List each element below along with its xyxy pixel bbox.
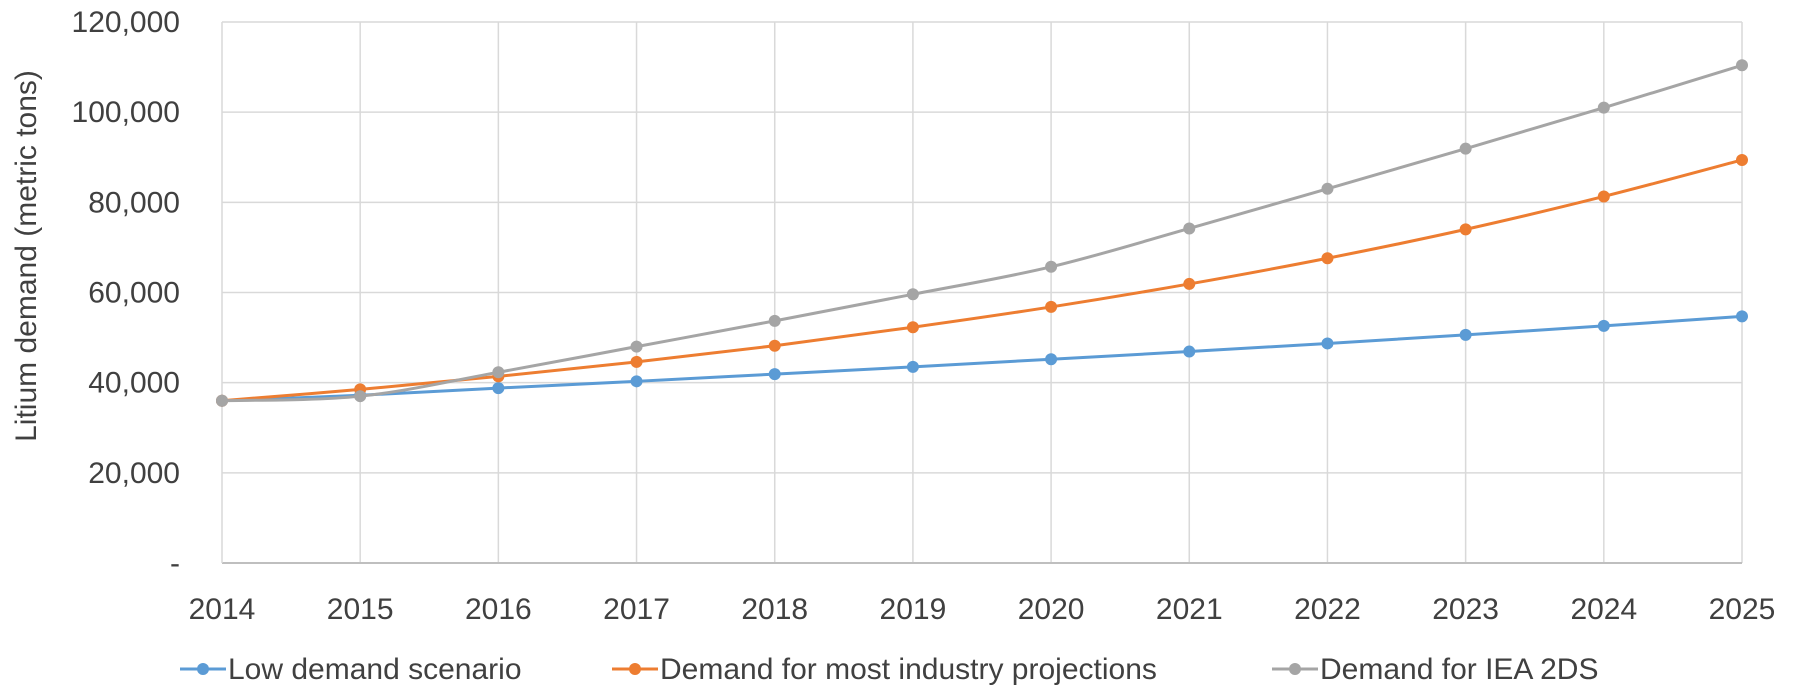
- legend-marker: [629, 663, 641, 675]
- legend-entry: Demand for IEA 2DS: [1272, 653, 1598, 686]
- x-tick-label: 2022: [1294, 593, 1361, 626]
- y-tick-label: 100,000: [72, 96, 180, 129]
- x-tick-label: 2014: [189, 593, 256, 626]
- y-axis-title: Litium demand (metric tons): [10, 70, 43, 442]
- x-tick-label: 2020: [1018, 593, 1085, 626]
- x-tick-label: 2018: [741, 593, 808, 626]
- y-tick-label: 20,000: [88, 457, 180, 490]
- legend-label: Low demand scenario: [228, 653, 522, 686]
- data-point: [1183, 277, 1196, 290]
- x-tick-labels: 2014 2015 2016 2017 2018 2019 2020 2021 2022 2023…: [189, 593, 1776, 626]
- data-point: [630, 340, 643, 353]
- series-1: [216, 310, 1748, 407]
- data-point: [1736, 153, 1748, 166]
- series-3: [216, 59, 1748, 407]
- x-tick-label: 2019: [880, 593, 947, 626]
- data-point: [1597, 190, 1610, 203]
- data-point: [1736, 59, 1748, 72]
- legend-label: Demand for most industry projections: [660, 653, 1157, 686]
- x-tick-label: 2021: [1156, 593, 1223, 626]
- data-point: [1183, 222, 1196, 235]
- x-tick-label: 2015: [327, 593, 394, 626]
- data-point: [1321, 182, 1334, 195]
- data-point: [1045, 300, 1058, 313]
- legend-marker: [1289, 663, 1301, 675]
- data-point: [216, 394, 228, 407]
- data-point: [492, 366, 505, 379]
- y-tick-label: 120,000: [72, 6, 180, 39]
- legend: Low demand scenario Demand for most indus…: [180, 653, 1598, 686]
- data-point: [1321, 252, 1334, 265]
- series-line: [221, 314, 1743, 403]
- legend-label: Demand for IEA 2DS: [1320, 653, 1598, 686]
- data-point: [1459, 223, 1472, 236]
- y-tick-label: 60,000: [88, 277, 180, 310]
- data-point: [1045, 353, 1058, 366]
- data-point: [1459, 328, 1472, 341]
- legend-marker: [197, 663, 209, 675]
- gridlines: [222, 21, 1743, 563]
- data-point: [1597, 101, 1610, 114]
- y-tick-label: 80,000: [88, 186, 180, 219]
- data-point: [630, 355, 643, 368]
- data-point: [1736, 310, 1748, 323]
- x-tick-label: 2017: [603, 593, 670, 626]
- data-point: [354, 390, 367, 403]
- legend-entry: Demand for most industry projections: [612, 653, 1157, 686]
- data-point: [492, 382, 505, 395]
- series-line: [221, 63, 1743, 403]
- y-tick-label: -: [170, 547, 180, 580]
- axes: [221, 22, 1742, 564]
- data-point: [906, 360, 919, 373]
- x-tick-label: 2024: [1570, 593, 1637, 626]
- x-tick-label: 2025: [1709, 593, 1776, 626]
- y-tick-label: 40,000: [88, 367, 180, 400]
- data-point: [906, 288, 919, 301]
- series-group: [216, 59, 1748, 407]
- data-point: [1183, 345, 1196, 358]
- y-tick-labels: - 20,000 40,000 60,000 80,000 100,000 120,000: [72, 6, 180, 580]
- data-point: [1597, 319, 1610, 332]
- legend-entry: Low demand scenario: [180, 653, 522, 686]
- x-tick-label: 2023: [1432, 593, 1499, 626]
- data-point: [768, 368, 781, 381]
- data-point: [630, 375, 643, 388]
- data-point: [1321, 337, 1334, 350]
- series-line: [221, 158, 1743, 403]
- data-point: [768, 339, 781, 352]
- data-point: [1459, 142, 1472, 155]
- data-point: [768, 314, 781, 327]
- data-point: [906, 321, 919, 334]
- data-point: [1045, 260, 1058, 273]
- x-tick-label: 2016: [465, 593, 532, 626]
